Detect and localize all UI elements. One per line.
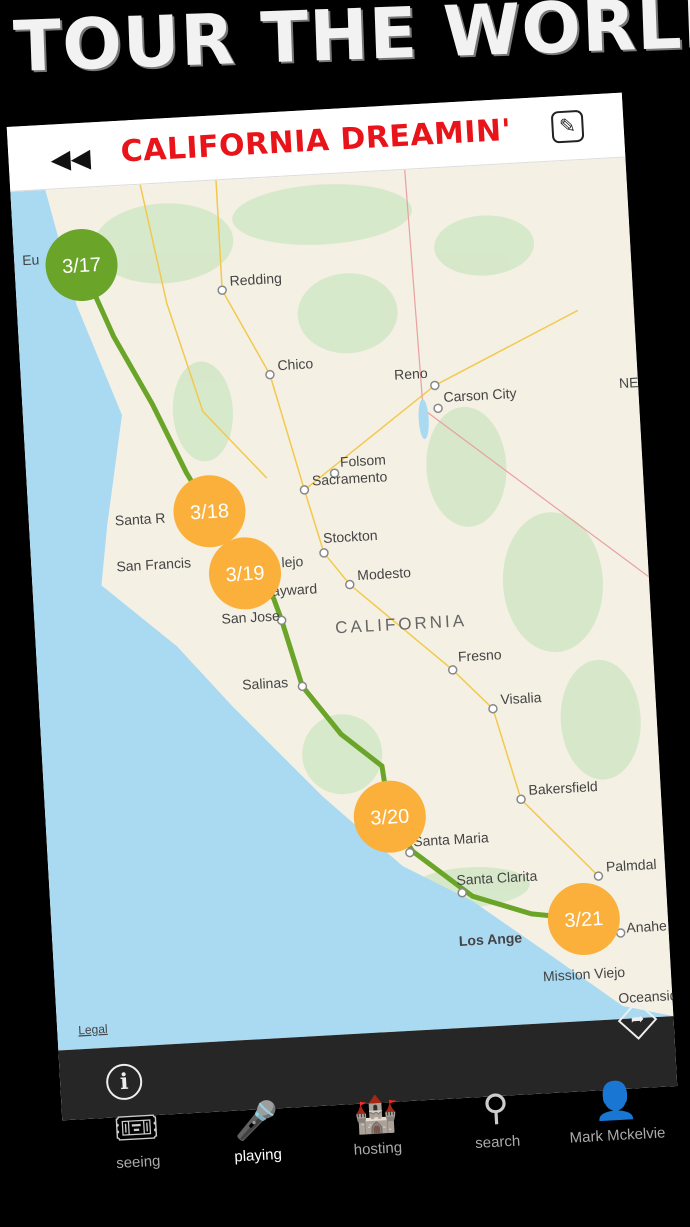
stop-marker-circle[interactable] <box>44 227 120 303</box>
city-label: Oceanside <box>618 986 674 1006</box>
tab-label: hosting <box>353 1139 403 1159</box>
stop-marker[interactable]: 3/18 <box>172 473 248 549</box>
city-dot <box>405 847 415 858</box>
city-label: Sacramento <box>311 468 387 488</box>
trip-card: ◀◀ CALIFORNIA DREAMIN' ✎ Eu Redding Chico R… <box>6 92 678 1121</box>
tab-seeing[interactable]: 🎟 seeing <box>80 1099 194 1174</box>
route-line <box>79 263 585 922</box>
stop-marker-label: 3/20 <box>370 806 410 830</box>
stop-marker[interactable]: 3/19 <box>207 535 283 611</box>
city-dot <box>430 380 440 391</box>
city-label: San Francis <box>116 554 191 574</box>
city-dot <box>329 468 340 478</box>
stop-marker[interactable]: 3/20 <box>352 779 428 855</box>
city-label: Los Ange <box>458 929 522 949</box>
city-label: Folsom <box>339 451 386 470</box>
tab-label: search <box>474 1132 521 1152</box>
city-label: Santa Maria <box>413 829 489 849</box>
city-label: Redding <box>229 270 282 289</box>
stop-marker-circle[interactable] <box>207 535 283 611</box>
city-label: Eu <box>22 251 40 268</box>
stop-marker-circle[interactable] <box>172 473 248 549</box>
info-icon[interactable]: i <box>105 1062 144 1101</box>
id-badge-icon: 👤 <box>592 1078 640 1123</box>
city-dot <box>345 579 355 590</box>
city-label: lejo <box>281 553 304 570</box>
city-label: Santa R <box>114 510 165 529</box>
stop-marker-label: 3/18 <box>189 500 229 524</box>
city-dot <box>276 615 287 626</box>
city-label: Reno <box>394 365 429 383</box>
app-title: TOUR THE WORLD <box>12 0 690 88</box>
tab-hosting[interactable]: 🏰 hosting <box>320 1085 434 1160</box>
city-label: Chico <box>277 355 314 373</box>
stop-marker-label: 3/21 <box>564 908 604 932</box>
legal-link[interactable]: Legal <box>78 1022 108 1038</box>
city-label: ayward <box>272 580 318 598</box>
tab-label: seeing <box>115 1152 161 1173</box>
city-dot <box>593 871 604 881</box>
city-label: Palmdal <box>605 856 656 875</box>
city-label: Anahe <box>626 917 668 935</box>
edit-pencil-icon[interactable]: ✎ <box>550 109 585 144</box>
microphone-icon: 🎤 <box>232 1098 280 1143</box>
stop-marker-circle[interactable] <box>546 881 622 957</box>
city-dot <box>447 665 458 675</box>
city-label: Salinas <box>242 674 289 693</box>
city-labels: Eu Redding Chico Reno Carson City FolsomSacra… <box>22 251 674 1006</box>
city-dot <box>217 285 227 295</box>
city-label: Santa Clarita <box>456 868 538 889</box>
city-label: NE <box>619 374 639 391</box>
city-label: Visalia <box>500 689 542 707</box>
tab-label: playing <box>233 1145 283 1166</box>
city-dot <box>516 794 526 805</box>
tab-profile[interactable]: 👤 Mark Mckelvie <box>549 1072 683 1148</box>
stop-marker-label: 3/17 <box>62 254 102 278</box>
city-label: Carson City <box>443 385 517 405</box>
city-dot <box>299 485 310 495</box>
stop-marker[interactable]: 3/21 <box>546 881 622 957</box>
city-label: Modesto <box>357 564 412 583</box>
stop-marker-label: 3/19 <box>225 562 265 586</box>
city-label: Stockton <box>323 527 378 546</box>
city-dot <box>433 403 443 414</box>
parks <box>93 184 641 908</box>
ticket-icon: 🎟 <box>112 1105 161 1150</box>
stop-markers: 3/17 3/18 3/19 3/20 3/21 <box>44 227 622 957</box>
city-dot <box>488 703 498 714</box>
city-dot <box>265 369 275 380</box>
city-label: San Jose <box>221 607 280 626</box>
lake-tahoe <box>418 399 429 440</box>
stop-marker[interactable]: 3/17 <box>44 227 120 303</box>
tab-search[interactable]: ⚲ search <box>439 1079 553 1154</box>
city-dot <box>297 681 308 692</box>
house-icon: 🏰 <box>352 1092 400 1136</box>
stop-marker-circle[interactable] <box>352 779 428 855</box>
magnifier-icon: ⚲ <box>481 1086 511 1129</box>
city-dot <box>457 887 467 898</box>
city-dot <box>319 548 329 558</box>
pacific-ocean <box>10 189 674 1051</box>
tab-playing[interactable]: 🎤 playing <box>200 1092 314 1167</box>
city-label: Fresno <box>458 646 503 664</box>
city-label: Mission Viejo <box>543 964 626 985</box>
map[interactable]: Eu Redding Chico Reno Carson City FolsomSacra… <box>10 157 674 1051</box>
city-label: Bakersfield <box>528 778 598 798</box>
